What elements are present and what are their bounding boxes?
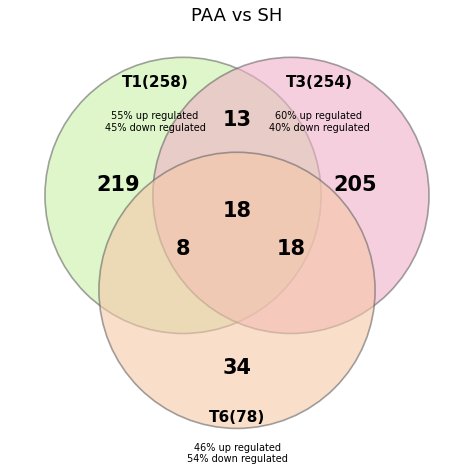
Text: 18: 18 xyxy=(276,239,305,259)
Text: T6(78): T6(78) xyxy=(209,410,265,425)
Text: 60% up regulated
40% down regulated: 60% up regulated 40% down regulated xyxy=(269,111,369,133)
Title: PAA vs SH: PAA vs SH xyxy=(191,7,283,25)
Circle shape xyxy=(45,57,321,334)
Text: 34: 34 xyxy=(222,358,252,378)
Circle shape xyxy=(153,57,429,334)
Text: 55% up regulated
45% down regulated: 55% up regulated 45% down regulated xyxy=(105,111,205,133)
Circle shape xyxy=(99,152,375,428)
Text: 18: 18 xyxy=(222,201,252,220)
Text: 46% up regulated
54% down regulated: 46% up regulated 54% down regulated xyxy=(187,443,287,464)
Text: 219: 219 xyxy=(97,174,140,195)
Text: 205: 205 xyxy=(334,174,377,195)
Text: 13: 13 xyxy=(222,110,252,130)
Text: 8: 8 xyxy=(176,239,191,259)
Text: T3(254): T3(254) xyxy=(285,75,353,90)
Text: T1(258): T1(258) xyxy=(122,75,188,90)
